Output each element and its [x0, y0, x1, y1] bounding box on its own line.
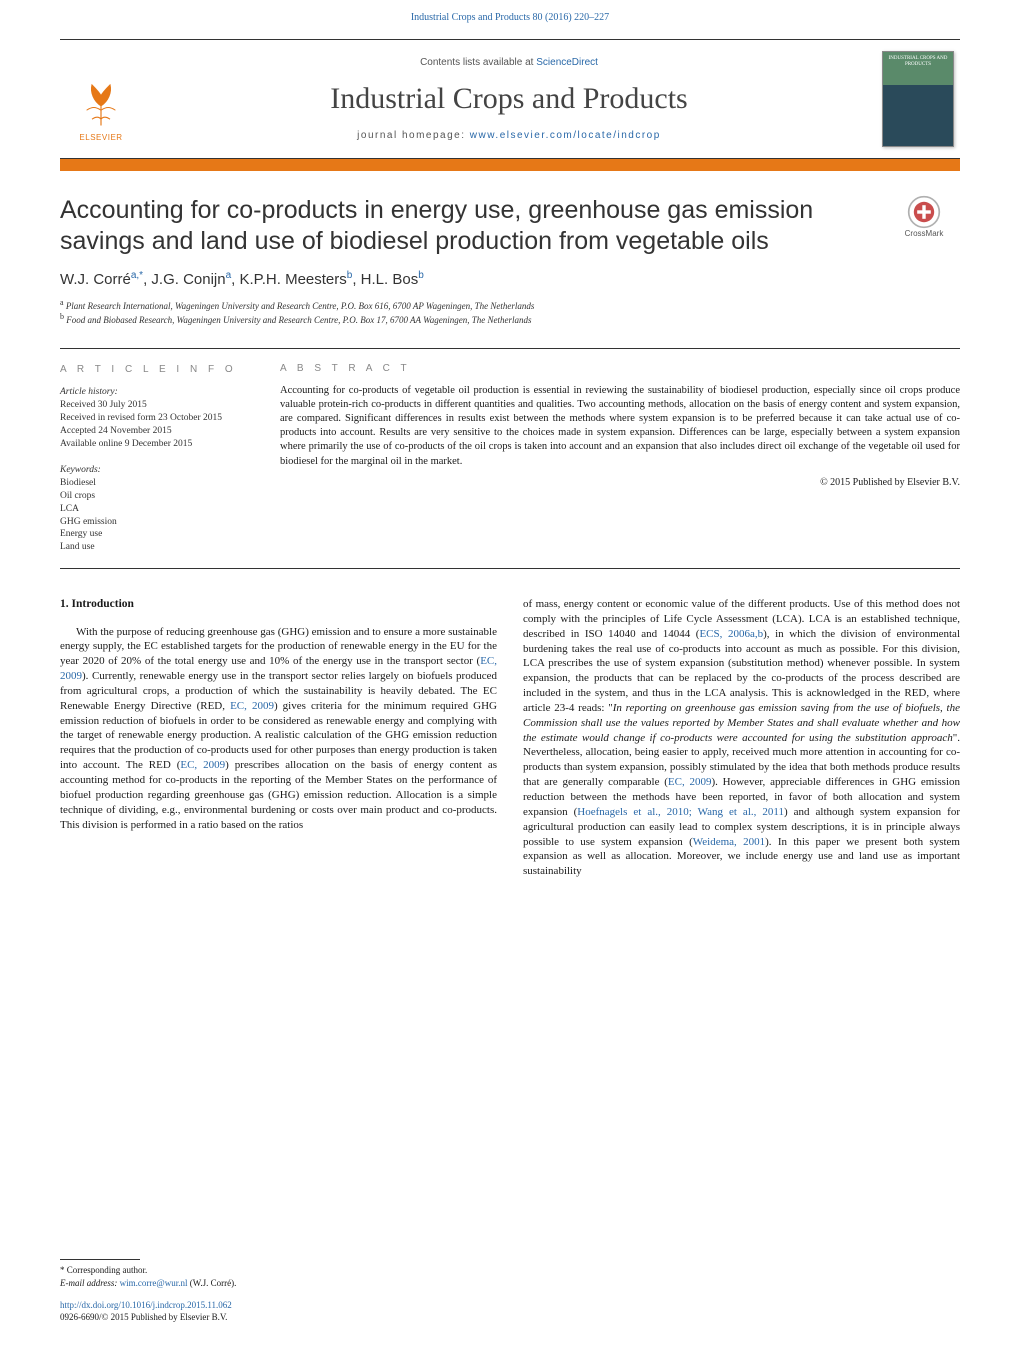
keywords-label: Keywords:	[60, 464, 262, 477]
article-info-column: A R T I C L E I N F O Article history: R…	[60, 349, 280, 568]
history-revised: Received in revised form 23 October 2015	[60, 412, 262, 425]
crossmark-button[interactable]: CrossMark	[888, 195, 960, 243]
keyword-item: Energy use	[60, 528, 262, 541]
section-title: Introduction	[72, 598, 134, 610]
corresponding-author: * Corresponding author.	[60, 1264, 490, 1276]
abstract-column: A B S T R A C T Accounting for co-produc…	[280, 349, 960, 568]
article-info-label: A R T I C L E I N F O	[60, 363, 262, 377]
email-attribution: (W.J. Corré).	[187, 1278, 236, 1288]
issn-copyright: 0926-6690/© 2015 Published by Elsevier B…	[60, 1312, 227, 1322]
footnote-block: * Corresponding author. E-mail address: …	[60, 1259, 490, 1323]
keyword-item: Oil crops	[60, 490, 262, 503]
corresponding-email-line: E-mail address: wim.corre@wur.nl (W.J. C…	[60, 1277, 490, 1289]
body-paragraph-2: of mass, energy content or economic valu…	[523, 597, 960, 879]
email-link[interactable]: wim.corre@wur.nl	[120, 1278, 188, 1288]
article-title: Accounting for co-products in energy use…	[60, 195, 878, 258]
sciencedirect-link[interactable]: ScienceDirect	[536, 57, 598, 68]
article-area: Accounting for co-products in energy use…	[60, 195, 960, 879]
running-head: Industrial Crops and Products 80 (2016) …	[0, 0, 1020, 31]
keyword-item: Land use	[60, 541, 262, 554]
history-online: Available online 9 December 2015	[60, 438, 262, 451]
elsevier-tree-icon	[74, 75, 128, 131]
doi-link[interactable]: http://dx.doi.org/10.1016/j.indcrop.2015…	[60, 1300, 232, 1310]
cover-caption: INDUSTRIAL CROPS AND PRODUCTS	[887, 56, 949, 67]
homepage-prefix: journal homepage:	[357, 130, 470, 141]
accent-bar	[60, 159, 960, 171]
elsevier-logo[interactable]: ELSEVIER	[66, 57, 136, 142]
body-columns: 1. Introduction With the purpose of redu…	[60, 597, 960, 879]
section-number: 1.	[60, 598, 69, 610]
authors-line: W.J. Corréa,*, J.G. Conijna, K.P.H. Mees…	[60, 270, 960, 288]
journal-cover-thumbnail[interactable]: INDUSTRIAL CROPS AND PRODUCTS	[882, 51, 954, 147]
journal-homepage-link[interactable]: www.elsevier.com/locate/indcrop	[470, 130, 661, 141]
crossmark-icon	[907, 195, 941, 229]
abstract-label: A B S T R A C T	[280, 363, 960, 374]
contents-available-line: Contents lists available at ScienceDirec…	[136, 57, 882, 68]
journal-masthead: ELSEVIER Contents lists available at Sci…	[60, 39, 960, 159]
abstract-text: Accounting for co-products of vegetable …	[280, 384, 960, 469]
citation-link[interactable]: ECS, 2006a,b	[699, 628, 763, 640]
citation-link[interactable]: Weidema, 2001	[693, 836, 765, 848]
keyword-item: LCA	[60, 503, 262, 516]
section-heading: 1. Introduction	[60, 597, 497, 613]
doi-block: http://dx.doi.org/10.1016/j.indcrop.2015…	[60, 1299, 490, 1323]
citation-link[interactable]: EC, 2009	[668, 776, 712, 788]
keyword-item: GHG emission	[60, 516, 262, 529]
keyword-item: Biodiesel	[60, 477, 262, 490]
journal-homepage-line: journal homepage: www.elsevier.com/locat…	[136, 130, 882, 141]
body-paragraph-1: With the purpose of reducing greenhouse …	[60, 625, 497, 833]
keywords-list: BiodieselOil cropsLCAGHG emissionEnergy …	[60, 477, 262, 554]
history-accepted: Accepted 24 November 2015	[60, 425, 262, 438]
article-history-label: Article history:	[60, 386, 262, 399]
journal-name: Industrial Crops and Products	[136, 82, 882, 116]
elsevier-label: ELSEVIER	[79, 133, 122, 142]
contents-prefix: Contents lists available at	[420, 57, 536, 68]
email-label: E-mail address:	[60, 1278, 120, 1288]
body-column-right: of mass, energy content or economic valu…	[523, 597, 960, 879]
masthead-center: Contents lists available at ScienceDirec…	[136, 57, 882, 141]
body-column-left: 1. Introduction With the purpose of redu…	[60, 597, 497, 879]
citation-link[interactable]: EC, 2009	[60, 655, 497, 682]
citation-link[interactable]: EC, 2009	[180, 759, 225, 771]
citation-link[interactable]: EC, 2009	[230, 700, 274, 712]
affiliations: a Plant Research International, Wagening…	[60, 298, 960, 326]
history-received: Received 30 July 2015	[60, 399, 262, 412]
article-meta-row: A R T I C L E I N F O Article history: R…	[60, 348, 960, 569]
crossmark-label: CrossMark	[905, 229, 944, 238]
citation-link[interactable]: Hoefnagels et al., 2010; Wang et al., 20…	[577, 806, 784, 818]
abstract-copyright: © 2015 Published by Elsevier B.V.	[280, 477, 960, 488]
footnote-rule	[60, 1259, 140, 1260]
